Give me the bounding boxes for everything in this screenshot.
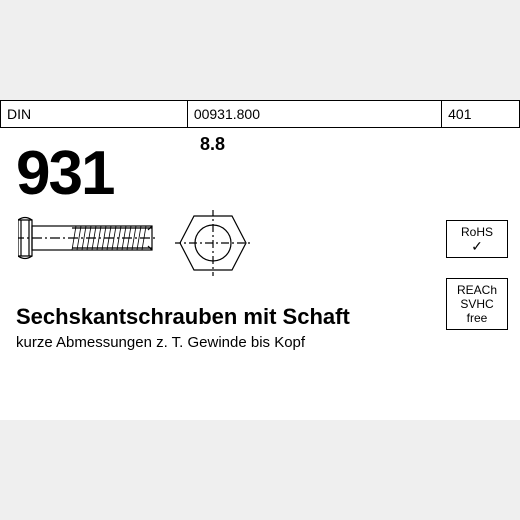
bolt-side-view-icon bbox=[18, 216, 158, 272]
bolt-hex-top-icon bbox=[175, 210, 251, 276]
header-table: DIN 00931.800 401 bbox=[0, 100, 520, 128]
reach-line2: SVHC bbox=[453, 297, 501, 311]
header-cell-standard: DIN bbox=[1, 101, 188, 128]
header-cell-page: 401 bbox=[442, 101, 520, 128]
reach-line3: free bbox=[453, 311, 501, 325]
reach-badge: REACh SVHC free bbox=[446, 278, 508, 330]
check-icon: ✓ bbox=[453, 239, 501, 253]
product-subtitle: kurze Abmessungen z. T. Gewinde bis Kopf bbox=[16, 334, 305, 351]
product-title: Sechskantschrauben mit Schaft bbox=[16, 304, 350, 330]
header-cell-code: 00931.800 bbox=[187, 101, 441, 128]
rohs-label: RoHS bbox=[453, 225, 501, 239]
rohs-badge: RoHS ✓ bbox=[446, 220, 508, 258]
reach-line1: REACh bbox=[453, 283, 501, 297]
spec-card: DIN 00931.800 401 931 8.8 bbox=[0, 100, 520, 420]
strength-grade: 8.8 bbox=[200, 134, 225, 155]
standard-number: 931 bbox=[16, 138, 113, 209]
